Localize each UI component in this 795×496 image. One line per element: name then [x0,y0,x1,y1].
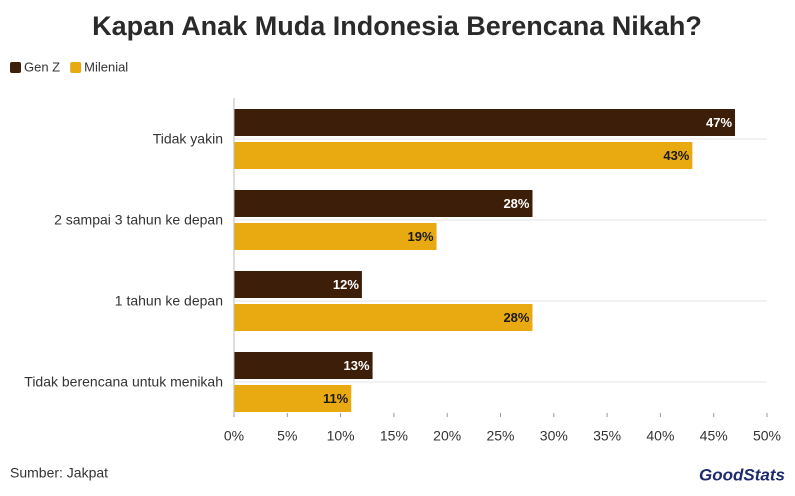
y-tick-label: 1 tahun ke depan [115,293,223,309]
x-tick-label: 5% [277,428,297,444]
y-tick-label: Tidak berencana untuk menikah [24,374,223,390]
bar [234,352,373,379]
bar [234,190,533,217]
x-tick-label: 45% [700,428,728,444]
value-label: 19% [408,229,434,244]
x-tick-label: 35% [593,428,621,444]
bar [234,109,736,136]
value-label: 11% [323,391,349,406]
chart-title: Kapan Anak Muda Indonesia Berencana Nika… [92,11,702,41]
bar [234,142,693,169]
value-label: 28% [503,310,529,325]
x-tick-label: 15% [380,428,408,444]
x-tick-label: 0% [224,428,244,444]
bar [234,271,362,298]
bar [234,304,533,331]
legend-swatch [10,62,21,73]
legend-swatch [70,62,82,73]
bar [234,223,437,250]
y-tick-label: 2 sampai 3 tahun ke depan [54,212,223,228]
value-label: 47% [706,115,732,130]
x-tick-label: 25% [486,428,514,444]
value-label: 13% [344,358,370,373]
source: Sumber: Jakpat [10,465,108,481]
legend-label: Gen Z [24,59,60,74]
legend-label: Milenial [84,59,128,74]
x-tick-label: 40% [646,428,674,444]
logo: GoodStats [699,465,785,484]
value-label: 12% [333,277,359,292]
x-tick-label: 50% [753,428,781,444]
bar [234,385,352,412]
x-tick-label: 10% [327,428,355,444]
value-label: 43% [663,148,689,163]
value-label: 28% [503,196,529,211]
x-tick-label: 20% [433,428,461,444]
y-tick-label: Tidak yakin [153,131,223,147]
x-tick-label: 30% [540,428,568,444]
